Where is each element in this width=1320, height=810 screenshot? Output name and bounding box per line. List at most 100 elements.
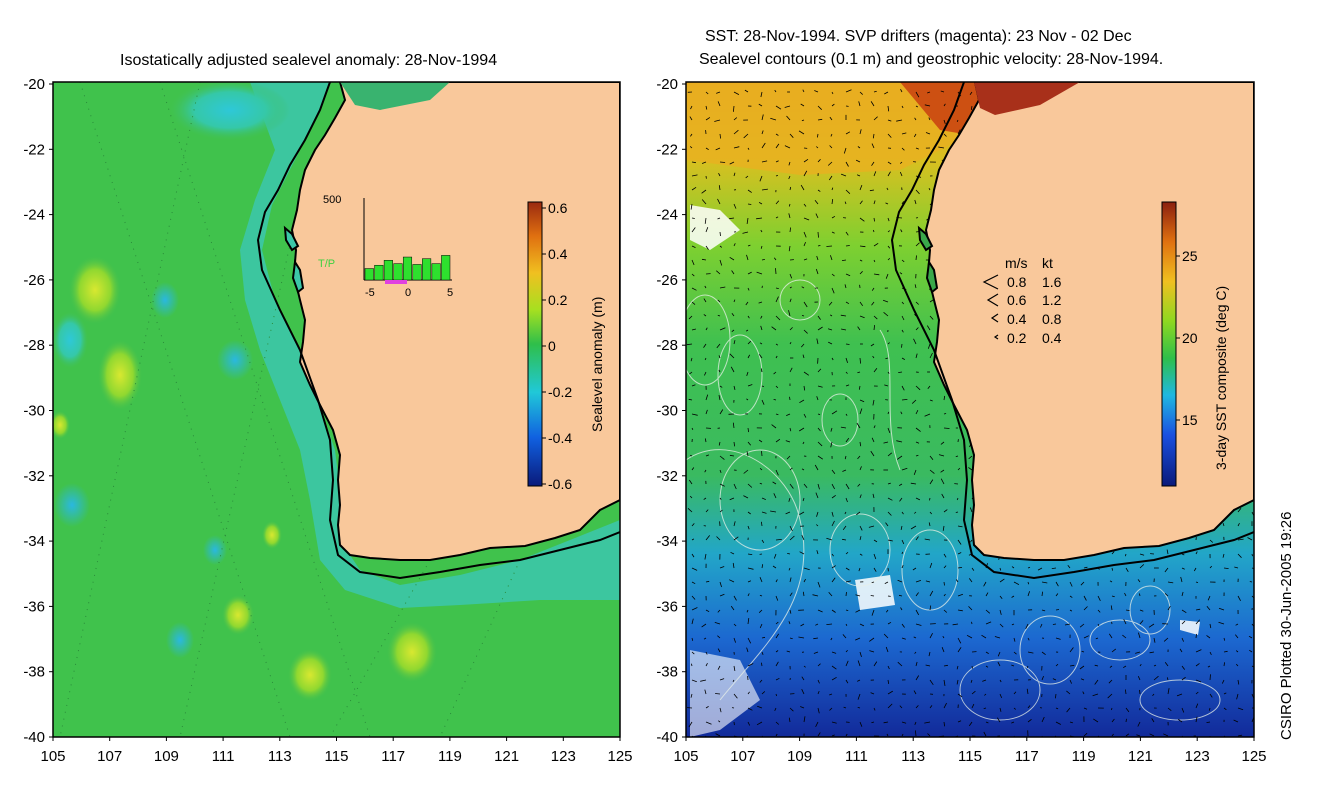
velocity-arrow [717, 665, 721, 670]
velocity-arrow [831, 187, 834, 191]
velocity-arrow [1195, 716, 1198, 723]
velocity-arrow [1041, 581, 1048, 584]
velocity-arrow [1011, 566, 1015, 569]
velocity-arrow [845, 660, 849, 667]
x-tick-label: 117 [381, 748, 405, 765]
velocity-arrow [915, 536, 919, 541]
velocity-arrow [957, 539, 962, 545]
velocity-arrow [813, 651, 819, 654]
velocity-arrow [1069, 647, 1074, 653]
velocity-arrow [691, 413, 698, 416]
velocity-arrow [831, 651, 837, 654]
velocity-arrow [758, 609, 763, 613]
velocity-arrow [929, 511, 933, 515]
velocity-arrow [813, 637, 819, 640]
velocity-arrow [1137, 721, 1141, 727]
velocity-arrow [883, 633, 889, 639]
velocity-arrow [915, 661, 918, 667]
velocity-arrow [701, 623, 707, 628]
sst-map [686, 82, 1254, 737]
velocity-arrow [830, 133, 833, 137]
shark-bay-islands [283, 225, 300, 252]
velocity-arrow [985, 651, 989, 654]
colorbar-tick-label: 0.4 [548, 246, 568, 262]
velocity-arrow [1040, 623, 1043, 628]
velocity-arrow [760, 91, 763, 98]
velocity-arrow [719, 455, 725, 460]
velocity-arrow [914, 511, 917, 514]
velocity-arrow [816, 255, 819, 261]
y-tick-label: -26 [23, 272, 45, 289]
colorbar-tick-label: 0 [548, 338, 556, 354]
velocity-arrow [704, 357, 707, 361]
velocity-arrow [873, 242, 879, 247]
velocity-arrow [856, 174, 861, 177]
velocity-arrow [789, 186, 792, 191]
x-tick-label: 113 [268, 748, 292, 765]
velocity-arrow [829, 116, 833, 121]
velocity-arrow [859, 91, 863, 95]
velocity-arrow [928, 651, 931, 657]
y-tick-label: -30 [23, 403, 45, 420]
velocity-arrow [1080, 581, 1085, 586]
velocity-arrow [859, 408, 863, 415]
velocity-arrow [901, 357, 905, 360]
velocity-arrow [747, 691, 750, 695]
velocity-arrow [858, 101, 861, 107]
velocity-arrow [705, 609, 710, 613]
velocity-arrow [1052, 678, 1057, 681]
velocity-arrow [747, 427, 749, 433]
velocity-arrow [1181, 707, 1185, 713]
velocity-arrow [705, 663, 708, 667]
velocity-arrow [943, 609, 948, 613]
velocity-arrow [845, 733, 848, 737]
shelf-contour [890, 82, 1254, 580]
velocity-arrow [913, 469, 917, 476]
velocity-arrow [885, 609, 889, 613]
velocity-arrow [789, 286, 792, 289]
velocity-arrow [843, 147, 847, 154]
velocity-arrow [855, 594, 861, 597]
velocity-arrow [775, 595, 779, 601]
velocity-arrow [914, 721, 917, 725]
velocity-arrow [761, 188, 768, 191]
velocity-arrow [1209, 565, 1212, 569]
velocity-arrow [857, 326, 861, 331]
velocity-arrow [733, 146, 740, 149]
velocity-arrow [743, 469, 749, 474]
velocity-arrow [924, 721, 931, 724]
tp-histogram-inset: 500 T/P -5 0 5 [318, 194, 453, 299]
velocity-arrow [915, 705, 919, 709]
velocity-arrow [817, 483, 820, 490]
velocity-arrow [997, 661, 1001, 667]
velocity-arrow [733, 536, 739, 541]
velocity-arrow [719, 161, 726, 163]
x-tick-label: 123 [551, 748, 576, 765]
velocity-arrow [1164, 662, 1169, 667]
velocity-arrow [814, 464, 819, 471]
velocity-arrow [873, 661, 878, 667]
inset-bar [431, 263, 441, 281]
velocity-arrow [1237, 523, 1240, 527]
velocity-arrow [1055, 693, 1057, 699]
velocity-arrow [733, 105, 735, 112]
x-tick-label: 121 [1128, 748, 1153, 765]
velocity-arrow [704, 553, 707, 560]
velocity-arrow [775, 385, 779, 389]
velocity-arrow [943, 581, 945, 586]
velocity-arrow [831, 553, 834, 557]
velocity-arrow [883, 721, 889, 724]
y-tick-label: -34 [656, 533, 678, 550]
velocity-arrow [901, 201, 905, 205]
velocity-arrow [1209, 707, 1211, 711]
inset-label: T/P [318, 258, 335, 270]
velocity-arrow [705, 91, 709, 95]
velocity-arrow [760, 229, 763, 233]
velocity-arrow [859, 466, 862, 471]
velocity-arrow [731, 313, 735, 317]
velocity-arrow [871, 161, 875, 166]
velocity-arrow [913, 690, 917, 695]
velocity-arrow [844, 455, 847, 460]
velocity-arrow [957, 693, 963, 698]
velocity-arrow [1237, 508, 1242, 513]
